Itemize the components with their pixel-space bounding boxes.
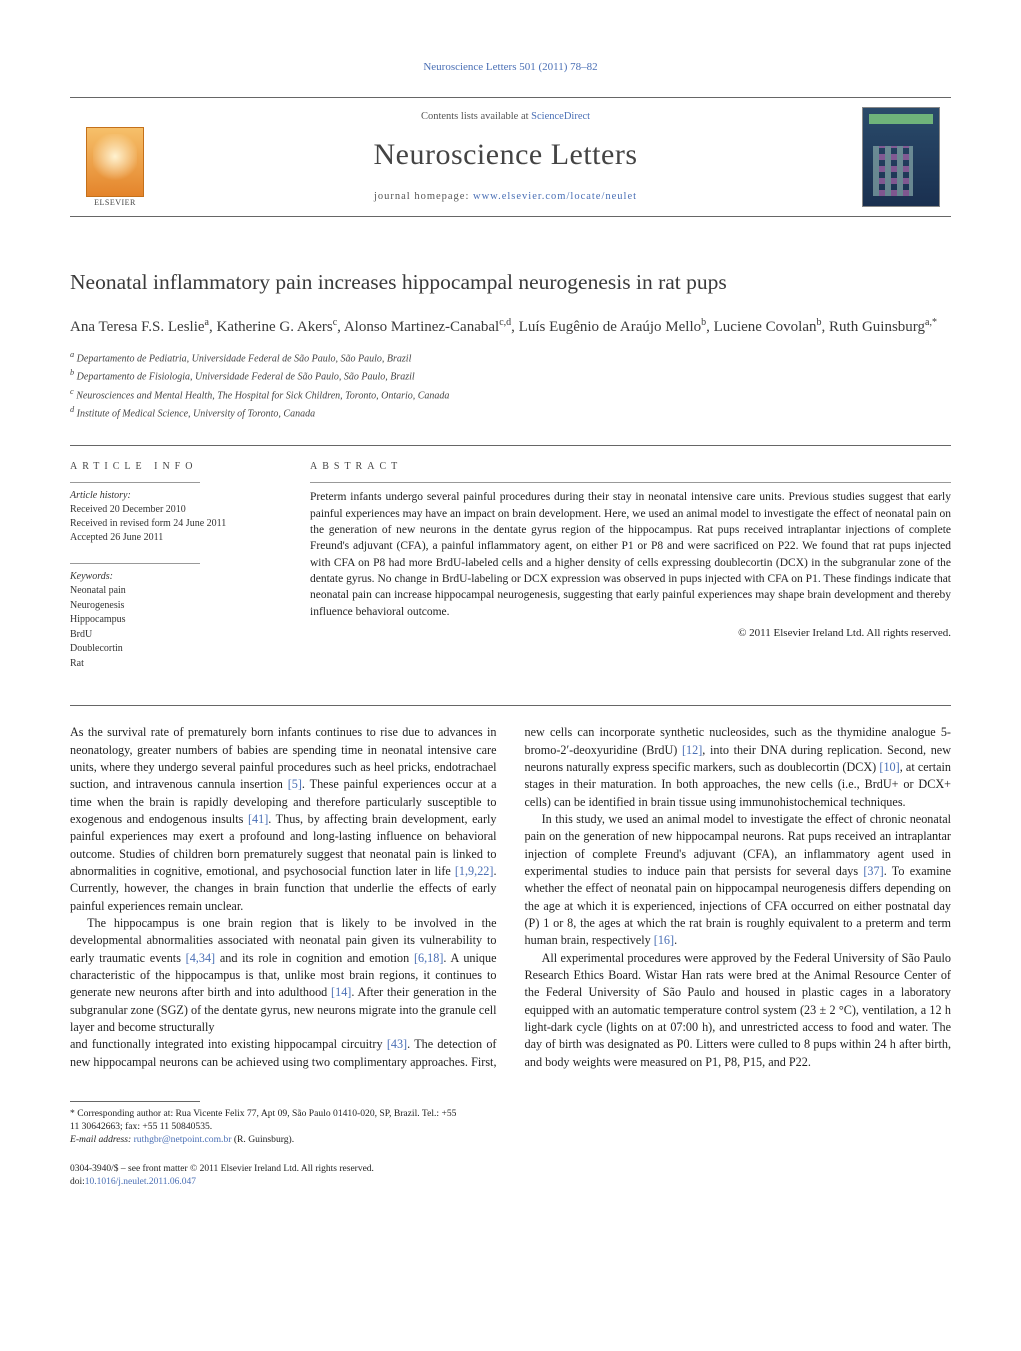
article-info-column: article info Article history: Received 2…: [70, 446, 310, 685]
homepage-prefix: journal homepage:: [374, 191, 473, 202]
front-matter-line: 0304-3940/$ – see front matter © 2011 El…: [70, 1163, 555, 1176]
affiliations: a Departamento de Pediatria, Universidad…: [70, 349, 951, 421]
elsevier-tree-icon: [86, 127, 144, 197]
corresponding-author-note: * Corresponding author at: Rua Vicente F…: [70, 1108, 466, 1147]
front-matter-doi: 0304-3940/$ – see front matter © 2011 El…: [70, 1163, 555, 1190]
journal-name: Neuroscience Letters: [160, 134, 851, 176]
info-rule: [70, 482, 200, 483]
running-head: Neuroscience Letters 501 (2011) 78–82: [70, 60, 951, 75]
masthead: ELSEVIER Contents lists available at Sci…: [70, 97, 951, 217]
abstract-heading: abstract: [310, 460, 951, 474]
abstract-copyright: © 2011 Elsevier Ireland Ltd. All rights …: [310, 626, 951, 641]
body-p4: In this study, we used an animal model t…: [525, 811, 952, 950]
corresponding-text: * Corresponding author at: Rua Vicente F…: [70, 1108, 466, 1134]
journal-homepage: journal homepage: www.elsevier.com/locat…: [160, 190, 851, 205]
affiliation-c: c Neurosciences and Mental Health, The H…: [70, 386, 951, 403]
history-label: Article history:: [70, 489, 292, 503]
contents-available: Contents lists available at ScienceDirec…: [160, 110, 851, 125]
email-suffix: (R. Guinsburg).: [231, 1134, 294, 1145]
homepage-link[interactable]: www.elsevier.com/locate/neulet: [473, 191, 637, 202]
contents-prefix: Contents lists available at: [421, 111, 531, 122]
history-revised: Received in revised form 24 June 2011: [70, 517, 292, 531]
info-abstract-row: article info Article history: Received 2…: [70, 445, 951, 685]
doi-link[interactable]: 10.1016/j.neulet.2011.06.047: [85, 1177, 196, 1187]
masthead-center: Contents lists available at ScienceDirec…: [160, 98, 851, 216]
body-p5: All experimental procedures were approve…: [525, 950, 952, 1071]
journal-cover-icon: [862, 107, 940, 207]
email-label: E-mail address:: [70, 1134, 134, 1145]
affiliation-a: a Departamento de Pediatria, Universidad…: [70, 349, 951, 366]
article-history: Article history: Received 20 December 20…: [70, 489, 292, 545]
article-info-heading: article info: [70, 460, 292, 474]
corresponding-email-link[interactable]: ruthgbr@netpoint.com.br: [134, 1134, 232, 1145]
doi-line: doi:10.1016/j.neulet.2011.06.047: [70, 1176, 555, 1189]
author-list: Ana Teresa F.S. Lesliea, Katherine G. Ak…: [70, 315, 951, 339]
footnote-rule: [70, 1101, 200, 1102]
body-top-rule: [70, 705, 951, 706]
abstract-text: Preterm infants undergo several painful …: [310, 489, 951, 620]
abstract-column: abstract Preterm infants undergo several…: [310, 446, 951, 685]
affiliation-d: d Institute of Medical Science, Universi…: [70, 404, 951, 421]
info-rule: [70, 563, 200, 564]
body-text: As the survival rate of prematurely born…: [70, 724, 951, 1071]
body-p2: The hippocampus is one brain region that…: [70, 915, 497, 1036]
article-title: Neonatal inflammatory pain increases hip…: [70, 267, 951, 297]
publisher-name: ELSEVIER: [86, 197, 144, 208]
affiliation-b: b Departamento de Fisiologia, Universida…: [70, 367, 951, 384]
doi-label: doi:: [70, 1177, 85, 1187]
keywords-label: Keywords:: [70, 570, 292, 584]
publisher-block: ELSEVIER: [70, 98, 160, 216]
sciencedirect-link[interactable]: ScienceDirect: [531, 111, 590, 122]
keywords-list: Neonatal painNeurogenesisHippocampusBrdU…: [70, 584, 292, 671]
history-accepted: Accepted 26 June 2011: [70, 531, 292, 545]
cover-image-block: [851, 98, 951, 216]
abstract-rule: [310, 482, 951, 483]
body-p1: As the survival rate of prematurely born…: [70, 724, 497, 915]
history-received: Received 20 December 2010: [70, 503, 292, 517]
corresponding-email-line: E-mail address: ruthgbr@netpoint.com.br …: [70, 1134, 466, 1147]
page: Neuroscience Letters 501 (2011) 78–82 EL…: [0, 0, 1021, 1229]
